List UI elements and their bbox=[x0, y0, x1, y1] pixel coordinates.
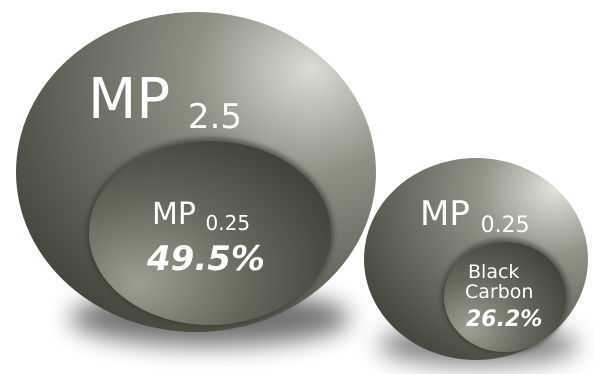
big-inner-label-sub: 0.25 bbox=[206, 211, 251, 235]
small-circle-label: MP 0.25 bbox=[420, 194, 530, 238]
big-inner-circle bbox=[89, 141, 331, 325]
big-circle-label-sub: 2.5 bbox=[188, 97, 242, 137]
big-circle-label-main: MP bbox=[88, 67, 170, 132]
small-circle-label-sub: 0.25 bbox=[481, 213, 530, 238]
small-inner-label-line1: Black bbox=[468, 261, 519, 283]
big-circle-label: MP 2.5 bbox=[88, 67, 242, 137]
big-inner-label: MP 0.25 bbox=[152, 197, 250, 235]
small-inner-percent: 26.2% bbox=[466, 307, 542, 332]
small-inner-label-line2: Carbon bbox=[465, 281, 533, 303]
small-circle-label-main: MP bbox=[420, 194, 470, 234]
big-inner-label-main: MP bbox=[152, 197, 196, 232]
small-inner-circle bbox=[444, 242, 566, 352]
big-inner-percent: 49.5% bbox=[146, 239, 265, 279]
